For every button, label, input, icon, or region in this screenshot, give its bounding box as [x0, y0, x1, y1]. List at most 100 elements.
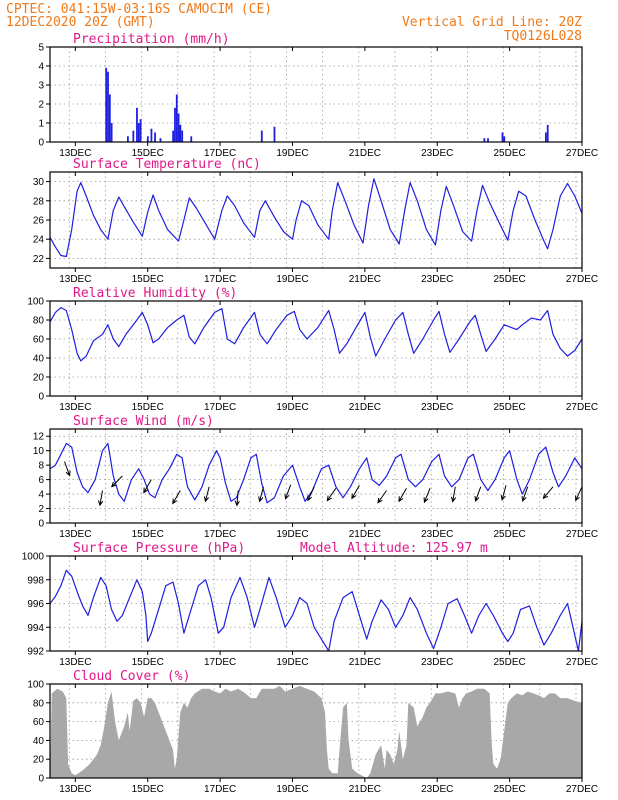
- temp-series-line: [49, 178, 583, 258]
- x-tick-label: 23DEC: [421, 274, 453, 285]
- y-tick-label: 24: [33, 235, 45, 246]
- x-tick-label: 13DEC: [59, 529, 91, 540]
- y-tick-label: 26: [33, 216, 45, 227]
- y-tick-label: 100: [27, 297, 44, 308]
- x-tick-label: 23DEC: [421, 784, 453, 795]
- wind-vector-arrow: [398, 488, 407, 503]
- x-tick-label: 13DEC: [59, 657, 91, 668]
- x-tick-label: 13DEC: [59, 784, 91, 795]
- wind-panel: 0 2 4 6 8 10 12 13DEC 15DEC 17DEC 19DEC 21DEC 23DEC 2…: [33, 414, 598, 540]
- precip-bar: [546, 124, 549, 142]
- y-tick-label: 12: [33, 432, 45, 443]
- y-tick-label: 4: [38, 490, 44, 501]
- x-tick-label: 15DEC: [132, 657, 164, 668]
- x-tick-label: 21DEC: [349, 274, 381, 285]
- y-tick-label: 8: [38, 461, 44, 472]
- y-tick-label: 5: [38, 43, 44, 54]
- precip-bar: [177, 113, 180, 142]
- pressure-panel: 992 994 996 998 1000 13DEC 15DEC 17DEC 19DEC 21DE…: [22, 541, 598, 668]
- wind-vector-arrow: [326, 488, 337, 502]
- precip-bar: [132, 130, 135, 142]
- x-tick-label: 15DEC: [132, 784, 164, 795]
- wind-vector-arrow: [521, 486, 529, 502]
- y-tick-label: 2: [38, 504, 44, 515]
- y-tick-label: 40: [33, 736, 45, 747]
- x-tick-label: 17DEC: [204, 274, 236, 285]
- precip-bar: [174, 107, 176, 142]
- x-tick-label: 25DEC: [493, 529, 525, 540]
- wind-vector-arrow: [377, 490, 388, 504]
- x-tick-label: 17DEC: [204, 148, 236, 159]
- x-tick-label: 13DEC: [59, 274, 91, 285]
- vertical-grid-note: Vertical Grid Line: 20Z: [402, 15, 582, 30]
- precip-panel: 0 1 2 3 4 5 13DEC 15DEC 17DEC 19DEC 21DEC 23DEC 25DE…: [38, 32, 598, 159]
- x-tick-label: 25DEC: [493, 402, 525, 413]
- y-tick-label: 994: [27, 623, 44, 634]
- x-tick-label: 19DEC: [276, 148, 308, 159]
- y-tick-label: 100: [27, 680, 44, 691]
- precip-bar: [139, 119, 142, 142]
- y-tick-label: 80: [33, 698, 45, 709]
- x-tick-label: 25DEC: [493, 274, 525, 285]
- wind-vector-arrow: [542, 486, 554, 500]
- y-tick-label: 3: [38, 81, 44, 92]
- wind-series-line: [49, 442, 583, 504]
- precip-bar: [175, 94, 178, 142]
- precip-bar: [127, 136, 129, 142]
- precip-bar: [150, 128, 153, 142]
- y-tick-label: 0: [38, 392, 44, 403]
- x-tick-label: 27DEC: [566, 402, 598, 413]
- rh-panel: 0 20 40 60 80 100 13DEC 15DEC 17DEC 19DEC 21DEC 23D…: [27, 286, 598, 413]
- cloud-cover-area: [50, 685, 582, 778]
- wind-vector-arrow: [351, 485, 360, 500]
- precip-bar: [503, 136, 506, 142]
- y-tick-label: 2: [38, 100, 44, 111]
- x-tick-label: 21DEC: [349, 657, 381, 668]
- x-tick-label: 17DEC: [204, 402, 236, 413]
- precip-bar: [190, 136, 193, 142]
- precip-bar: [136, 107, 138, 142]
- wind-vector-arrow: [143, 479, 152, 494]
- x-tick-label: 19DEC: [276, 402, 308, 413]
- y-tick-label: 28: [33, 196, 45, 207]
- x-tick-label: 17DEC: [204, 784, 236, 795]
- temp-panel: 22 24 26 28 30 13DEC 15DEC 17DEC 19DEC 21DEC 23DEC…: [33, 157, 598, 285]
- y-tick-label: 996: [27, 599, 44, 610]
- wind-title: Surface Wind (m/s): [73, 414, 214, 429]
- panel-frame: [49, 300, 583, 397]
- x-tick-label: 27DEC: [566, 274, 598, 285]
- cloud-title: Cloud Cover (%): [73, 669, 190, 684]
- x-tick-label: 27DEC: [566, 784, 598, 795]
- station-info: CPTEC: 041:15W-03:16S CAMOCIM (CE): [6, 2, 272, 17]
- y-tick-label: 10: [33, 446, 45, 457]
- precip-bar: [179, 124, 182, 142]
- wind-vector-arrow: [450, 486, 457, 503]
- x-tick-label: 17DEC: [204, 657, 236, 668]
- x-tick-label: 25DEC: [493, 148, 525, 159]
- y-tick-label: 80: [33, 316, 45, 327]
- y-tick-label: 1: [38, 119, 44, 130]
- precip-bar: [181, 130, 184, 142]
- run-id: TQ0126L028: [504, 29, 582, 44]
- y-tick-label: 30: [33, 177, 45, 188]
- precip-bar: [545, 132, 547, 142]
- precip-bar: [137, 123, 140, 142]
- y-tick-label: 0: [38, 774, 44, 785]
- precip-bar: [108, 94, 111, 142]
- y-tick-label: 4: [38, 62, 44, 73]
- x-tick-label: 13DEC: [59, 402, 91, 413]
- precip-bar: [159, 138, 162, 142]
- x-tick-label: 23DEC: [421, 402, 453, 413]
- wind-vector-arrow: [474, 486, 482, 502]
- precip-bar: [146, 136, 149, 142]
- wind-vector-arrow: [64, 461, 71, 477]
- x-tick-label: 15DEC: [132, 274, 164, 285]
- y-tick-label: 60: [33, 335, 45, 346]
- pressure-title: Surface Pressure (hPa): [73, 541, 245, 556]
- precip-title: Precipitation (mm/h): [73, 32, 230, 47]
- precip-bar: [105, 67, 108, 142]
- wind-vector-arrow: [575, 486, 583, 502]
- y-tick-label: 22: [33, 254, 45, 265]
